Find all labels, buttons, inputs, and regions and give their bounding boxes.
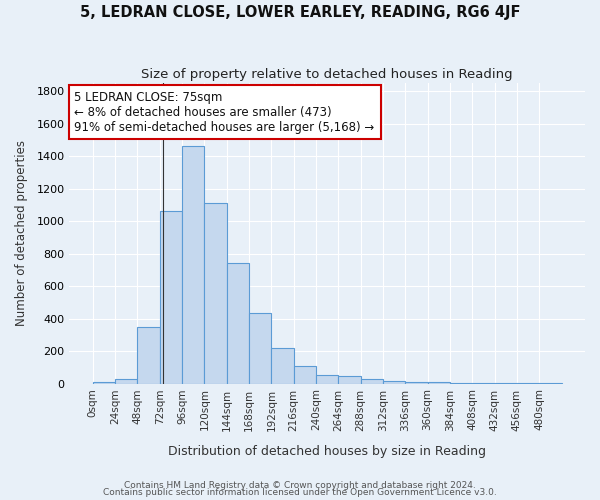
- Text: 5 LEDRAN CLOSE: 75sqm
← 8% of detached houses are smaller (473)
91% of semi-deta: 5 LEDRAN CLOSE: 75sqm ← 8% of detached h…: [74, 90, 375, 134]
- Bar: [338, 376, 361, 384]
- Bar: [205, 204, 227, 384]
- Bar: [361, 379, 383, 384]
- Text: 5, LEDRAN CLOSE, LOWER EARLEY, READING, RG6 4JF: 5, LEDRAN CLOSE, LOWER EARLEY, READING, …: [80, 5, 520, 20]
- Title: Size of property relative to detached houses in Reading: Size of property relative to detached ho…: [142, 68, 513, 80]
- Bar: [227, 262, 249, 384]
- Bar: [428, 382, 450, 384]
- Bar: [405, 382, 428, 384]
- Bar: [93, 382, 115, 384]
- Bar: [316, 374, 338, 384]
- Y-axis label: Number of detached properties: Number of detached properties: [15, 140, 28, 326]
- Bar: [450, 383, 472, 384]
- Bar: [137, 327, 160, 384]
- Bar: [293, 366, 316, 384]
- Bar: [249, 313, 271, 384]
- X-axis label: Distribution of detached houses by size in Reading: Distribution of detached houses by size …: [168, 444, 486, 458]
- Bar: [383, 380, 405, 384]
- Text: Contains public sector information licensed under the Open Government Licence v3: Contains public sector information licen…: [103, 488, 497, 497]
- Bar: [115, 379, 137, 384]
- Bar: [271, 348, 293, 384]
- Bar: [182, 146, 205, 384]
- Bar: [160, 210, 182, 384]
- Text: Contains HM Land Registry data © Crown copyright and database right 2024.: Contains HM Land Registry data © Crown c…: [124, 480, 476, 490]
